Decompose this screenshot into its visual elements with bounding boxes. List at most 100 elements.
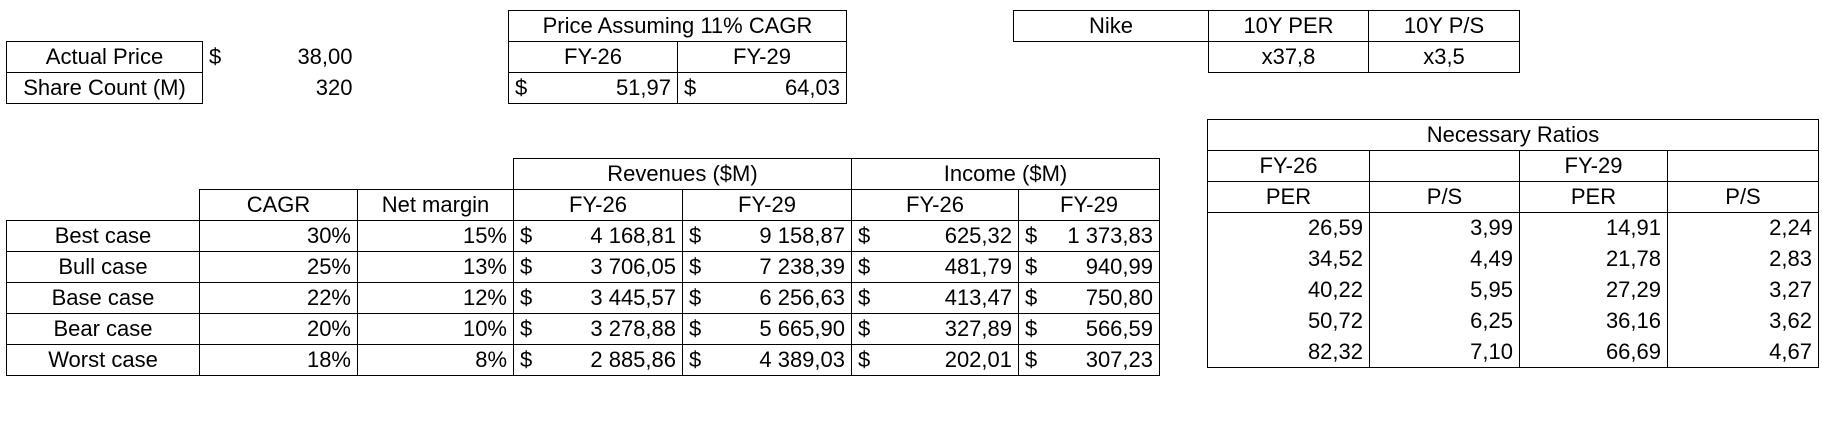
- value-cell[interactable]: 320: [315, 75, 353, 100]
- money-cell[interactable]: $64,03: [677, 72, 847, 104]
- ps-fy29-cell[interactable]: 3,62: [1667, 305, 1819, 337]
- income-fy26-cell[interactable]: $327,89: [851, 313, 1019, 345]
- currency-cell[interactable]: [203, 73, 233, 104]
- income-fy26-cell[interactable]: $625,32: [851, 220, 1019, 252]
- income-fy29-cell[interactable]: $940,99: [1018, 251, 1160, 283]
- per-fy26-cell[interactable]: 40,22: [1207, 274, 1370, 306]
- empty-cell[interactable]: [200, 159, 358, 190]
- ps-fy26-cell[interactable]: 4,49: [1369, 243, 1520, 275]
- cagr-cell[interactable]: 25%: [199, 251, 358, 283]
- column-header[interactable]: 10Y PER: [1208, 10, 1369, 42]
- currency-symbol: $: [689, 223, 702, 248]
- ps-fy29-cell[interactable]: 2,24: [1667, 212, 1819, 244]
- ratio-value[interactable]: x3,5: [1368, 41, 1520, 73]
- income-fy29-cell[interactable]: $1 373,83: [1018, 220, 1160, 252]
- empty-cell[interactable]: [1014, 42, 1209, 73]
- ps-fy26-cell[interactable]: 7,10: [1369, 336, 1520, 368]
- amount: 202,01: [944, 347, 1012, 372]
- cagr-cell[interactable]: 20%: [199, 313, 358, 345]
- net-margin-cell[interactable]: 8%: [357, 344, 514, 376]
- per-fy29-cell[interactable]: 36,16: [1519, 305, 1668, 337]
- money-cell[interactable]: $51,97: [508, 72, 678, 104]
- scenario-name-cell[interactable]: Base case: [6, 282, 200, 314]
- cagr-cell[interactable]: 30%: [199, 220, 358, 252]
- scenario-name-cell[interactable]: Bull case: [6, 251, 200, 283]
- rev-fy26-header[interactable]: FY-26: [513, 189, 683, 221]
- ratio-value[interactable]: x37,8: [1208, 41, 1369, 73]
- inc-fy29-header[interactable]: FY-29: [1018, 189, 1160, 221]
- net-margin-header[interactable]: Net margin: [357, 189, 514, 221]
- ratio-column-header[interactable]: P/S: [1369, 181, 1520, 213]
- per-fy26-cell[interactable]: 26,59: [1207, 212, 1370, 244]
- ps-fy26-cell[interactable]: 3,99: [1369, 212, 1520, 244]
- empty-cell[interactable]: [358, 159, 514, 190]
- per-fy29-cell[interactable]: 21,78: [1519, 243, 1668, 275]
- income-fy26-cell[interactable]: $481,79: [851, 251, 1019, 283]
- ps-fy26-cell[interactable]: 5,95: [1369, 274, 1520, 306]
- revenue-fy29-cell[interactable]: $9 158,87: [682, 220, 852, 252]
- ratio-column-header[interactable]: P/S: [1667, 181, 1819, 213]
- column-header[interactable]: 10Y P/S: [1368, 10, 1520, 42]
- ps-fy26-cell[interactable]: 6,25: [1369, 305, 1520, 337]
- empty-cell[interactable]: [1369, 150, 1520, 182]
- company-cell[interactable]: Nike: [1013, 10, 1209, 42]
- currency-symbol: $: [1025, 347, 1038, 372]
- per-fy26-cell[interactable]: 34,52: [1207, 243, 1370, 275]
- revenues-group-header[interactable]: Revenues ($M): [513, 158, 852, 190]
- income-fy26-cell[interactable]: $413,47: [851, 282, 1019, 314]
- net-margin-cell[interactable]: 12%: [357, 282, 514, 314]
- revenue-fy26-cell[interactable]: $3 445,57: [513, 282, 683, 314]
- necessary-ratios-title[interactable]: Necessary Ratios: [1207, 119, 1819, 151]
- label-cell[interactable]: Share Count (M): [6, 72, 203, 104]
- revenue-fy29-cell[interactable]: $7 238,39: [682, 251, 852, 283]
- ratio-column-header[interactable]: PER: [1207, 181, 1370, 213]
- revenue-fy26-cell[interactable]: $3 706,05: [513, 251, 683, 283]
- currency-symbol: $: [858, 285, 871, 310]
- empty-cell[interactable]: [7, 190, 200, 221]
- year-header[interactable]: FY-29: [1519, 150, 1668, 182]
- net-margin-cell[interactable]: 10%: [357, 313, 514, 345]
- cagr-cell[interactable]: 18%: [199, 344, 358, 376]
- income-fy29-cell[interactable]: $750,80: [1018, 282, 1160, 314]
- revenue-fy29-cell[interactable]: $6 256,63: [682, 282, 852, 314]
- year-header[interactable]: FY-26: [1207, 150, 1370, 182]
- value-cell[interactable]: 38,00: [297, 44, 353, 69]
- per-fy29-cell[interactable]: 27,29: [1519, 274, 1668, 306]
- income-fy29-cell[interactable]: $307,23: [1018, 344, 1160, 376]
- inc-fy26-header[interactable]: FY-26: [851, 189, 1019, 221]
- income-fy29-cell[interactable]: $566,59: [1018, 313, 1160, 345]
- net-margin-cell[interactable]: 15%: [357, 220, 514, 252]
- currency-symbol: $: [520, 347, 533, 372]
- cagr-cell[interactable]: 22%: [199, 282, 358, 314]
- label-cell[interactable]: Actual Price: [6, 41, 203, 73]
- revenue-fy26-cell[interactable]: $3 278,88: [513, 313, 683, 345]
- amount: 3 445,57: [590, 285, 676, 310]
- empty-cell[interactable]: [7, 159, 200, 190]
- ps-fy29-cell[interactable]: 3,27: [1667, 274, 1819, 306]
- revenue-fy26-cell[interactable]: $2 885,86: [513, 344, 683, 376]
- income-group-header[interactable]: Income ($M): [851, 158, 1160, 190]
- per-fy29-cell[interactable]: 14,91: [1519, 212, 1668, 244]
- currency-cell[interactable]: $: [209, 44, 222, 69]
- ps-fy29-cell[interactable]: 4,67: [1667, 336, 1819, 368]
- revenue-fy26-cell[interactable]: $4 168,81: [513, 220, 683, 252]
- per-fy26-cell[interactable]: 50,72: [1207, 305, 1370, 337]
- per-fy29-cell[interactable]: 66,69: [1519, 336, 1668, 368]
- income-fy26-cell[interactable]: $202,01: [851, 344, 1019, 376]
- revenue-fy29-cell[interactable]: $4 389,03: [682, 344, 852, 376]
- column-header[interactable]: FY-26: [508, 41, 678, 73]
- scenario-name-cell[interactable]: Bear case: [6, 313, 200, 345]
- revenue-fy29-cell[interactable]: $5 665,90: [682, 313, 852, 345]
- ratio-column-header[interactable]: PER: [1519, 181, 1668, 213]
- net-margin-cell[interactable]: 13%: [357, 251, 514, 283]
- per-fy26-cell[interactable]: 82,32: [1207, 336, 1370, 368]
- ps-fy29-cell[interactable]: 2,83: [1667, 243, 1819, 275]
- scenario-name-cell[interactable]: Best case: [6, 220, 200, 252]
- currency-symbol: $: [1025, 285, 1038, 310]
- cagr-header[interactable]: CAGR: [199, 189, 358, 221]
- price-assumption-title[interactable]: Price Assuming 11% CAGR: [508, 10, 847, 42]
- scenario-name-cell[interactable]: Worst case: [6, 344, 200, 376]
- rev-fy29-header[interactable]: FY-29: [682, 189, 852, 221]
- empty-cell[interactable]: [1667, 150, 1819, 182]
- column-header[interactable]: FY-29: [677, 41, 847, 73]
